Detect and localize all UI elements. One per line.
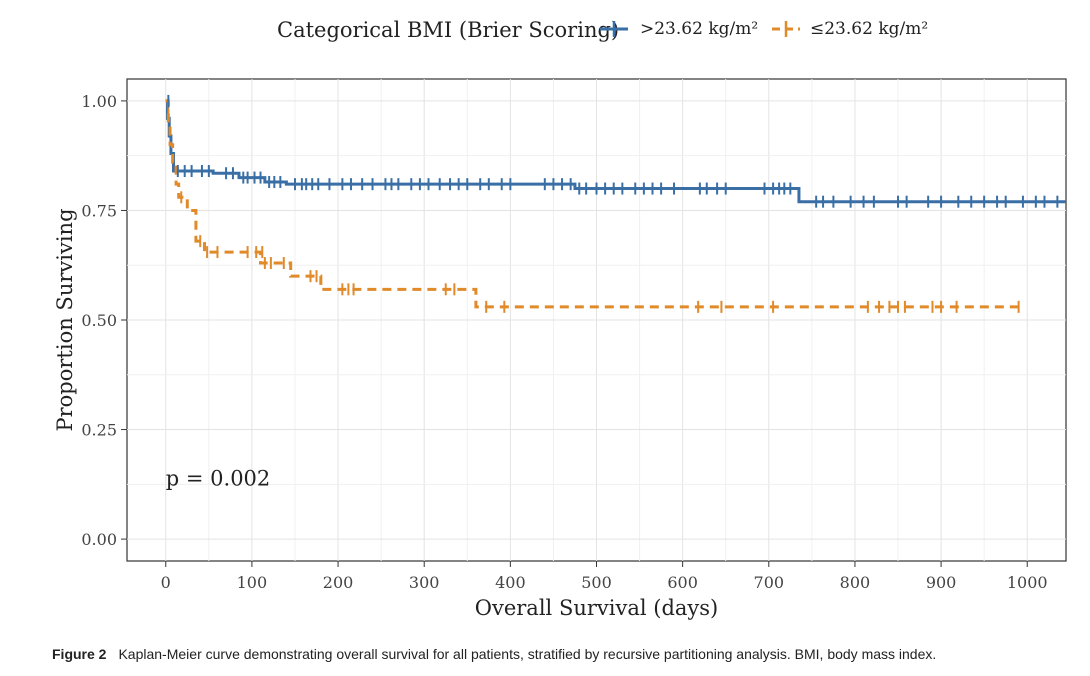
y-tick-label-0.50: 0.50 [81,311,117,330]
y-tick-label-0.00: 0.00 [81,530,117,549]
legend: Categorical BMI (Brier Scoring) >23.62 k… [277,18,928,42]
legend-label-high-bmi: >23.62 kg/m² [640,19,758,39]
y-tick-label-1.00: 1.00 [81,92,117,111]
legend-title: Categorical BMI (Brier Scoring) [277,18,619,42]
censor-marks [167,94,1059,313]
y-tick-label-0.75: 0.75 [81,201,117,220]
x-tick-label-100: 100 [237,573,268,592]
x-tick-label-300: 300 [409,573,440,592]
x-tick-label-800: 800 [840,573,871,592]
x-tick-label-0: 0 [161,573,171,592]
figure-caption: Figure 2 Kaplan-Meier curve demonstrating… [52,646,1072,662]
kaplan-meier-chart: Categorical BMI (Brier Scoring) >23.62 k… [53,18,1067,620]
figure-label: Figure 2 [52,646,107,662]
x-tick-label-500: 500 [581,573,612,592]
x-tick-label-200: 200 [323,573,354,592]
p-value-annotation: p = 0.002 [166,467,271,491]
x-tick-label-900: 900 [926,573,957,592]
legend-entry-high-bmi: >23.62 kg/m² [600,19,758,39]
x-axis-label: Overall Survival (days) [475,596,718,620]
y-tick-label-0.25: 0.25 [81,421,117,440]
figure-caption-text: Kaplan-Meier curve demonstrating overall… [118,646,937,662]
gridlines [127,79,1066,561]
legend-label-low-bmi: ≤23.62 kg/m² [810,19,928,39]
x-tick-label-700: 700 [754,573,785,592]
x-tick-label-1000: 1000 [1007,573,1048,592]
y-axis-label: Proportion Surviving [53,208,77,431]
x-tick-label-600: 600 [667,573,698,592]
survival-curve-series-1 [165,99,1023,309]
legend-entry-low-bmi: ≤23.62 kg/m² [772,19,928,39]
x-tick-label-400: 400 [495,573,526,592]
axes: 0 100 200 300 400 500 600 700 800 900 1000 0.00 0.25… [81,92,1047,592]
